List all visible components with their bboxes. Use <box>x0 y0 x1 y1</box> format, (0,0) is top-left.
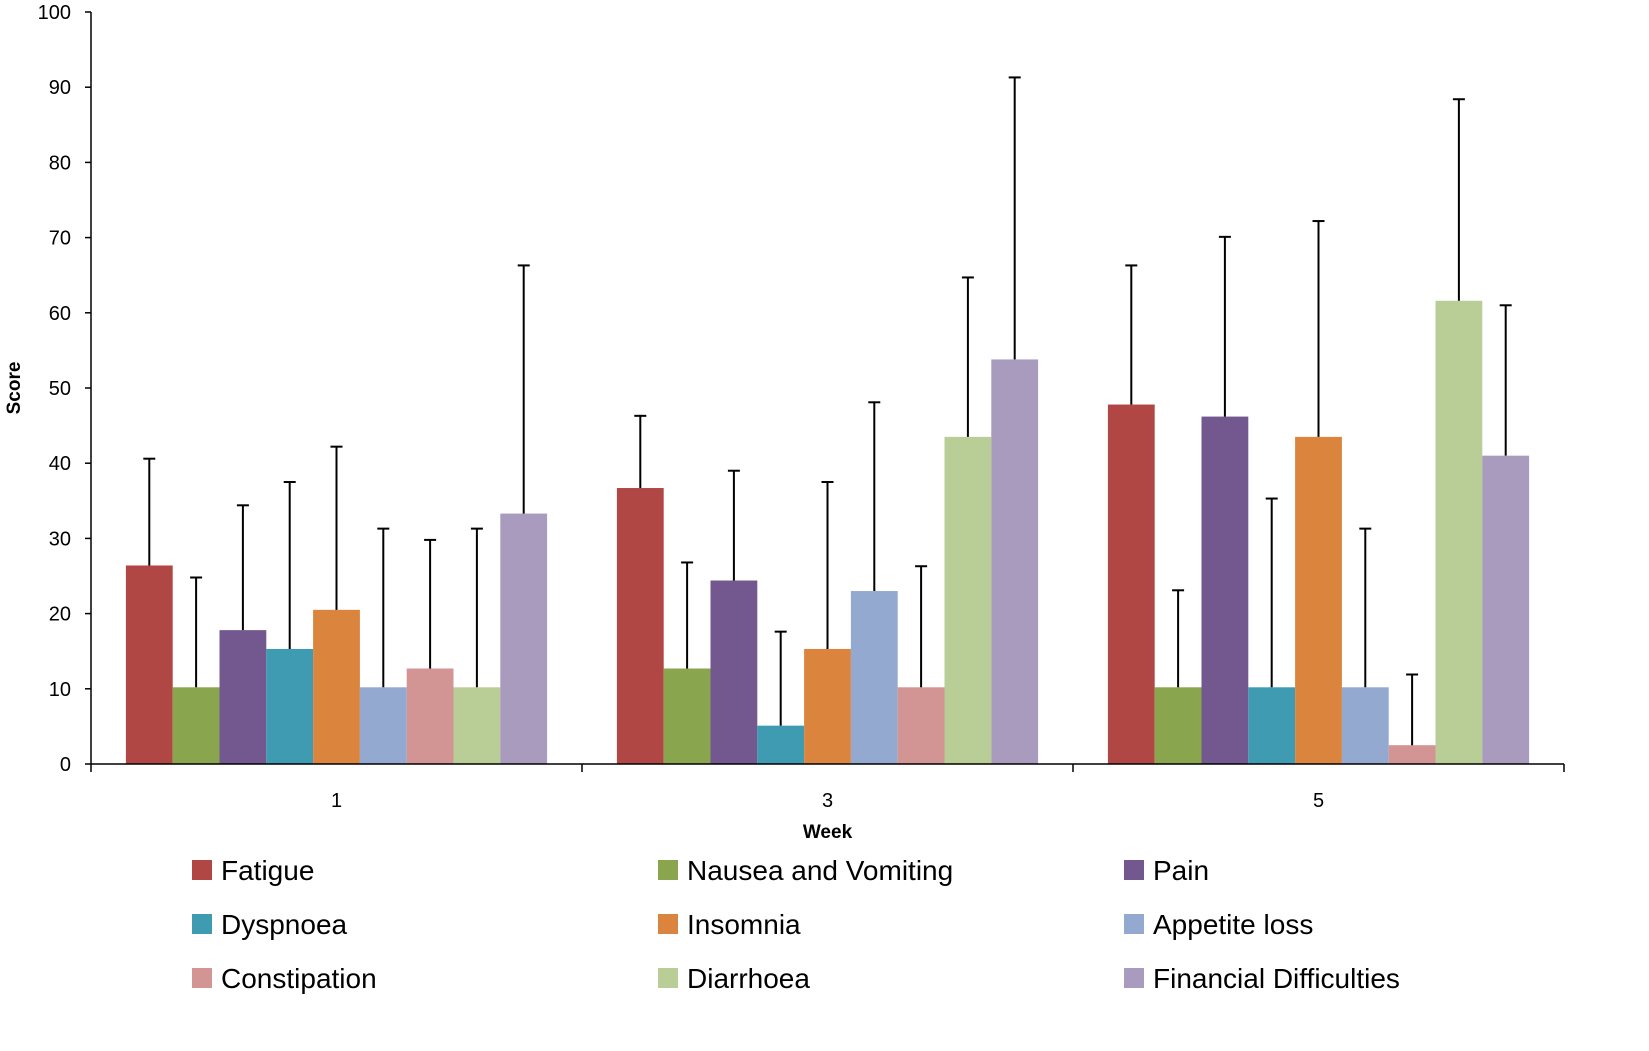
bar <box>1154 687 1202 764</box>
bar <box>219 630 267 764</box>
bar <box>500 513 548 764</box>
x-tick-label: 1 <box>331 790 342 812</box>
bar <box>1201 416 1249 764</box>
legend-swatch <box>658 860 678 880</box>
legend-label: Insomnia <box>687 909 801 940</box>
x-tick-label: 5 <box>1313 790 1324 812</box>
bar <box>663 668 711 764</box>
legend-item: Pain <box>1124 855 1209 886</box>
legend-label: Diarrhoea <box>687 963 810 994</box>
bar <box>453 687 501 764</box>
bar <box>757 725 805 764</box>
legend-label: Financial Difficulties <box>1153 963 1400 994</box>
bar <box>991 359 1039 764</box>
legend-item: Dyspnoea <box>192 909 348 940</box>
legend-swatch <box>658 968 678 988</box>
bar <box>1295 436 1342 764</box>
legend-item: Financial Difficulties <box>1124 963 1400 994</box>
y-tick-label: 20 <box>49 604 71 626</box>
legend-label: Fatigue <box>221 855 314 886</box>
legend-label: Constipation <box>221 963 377 994</box>
legend-label: Nausea and Vomiting <box>687 855 953 886</box>
y-tick-label: 40 <box>49 453 71 475</box>
y-tick-label: 70 <box>49 228 71 250</box>
legend-swatch <box>192 914 212 934</box>
bar <box>125 565 173 764</box>
legend-item: Insomnia <box>658 909 801 940</box>
bar <box>313 609 360 764</box>
x-tick-label: 3 <box>822 790 833 812</box>
x-axis-title: Week <box>803 822 853 843</box>
bar <box>1107 404 1155 764</box>
bar <box>1248 687 1296 764</box>
legend-swatch <box>192 860 212 880</box>
legend-item: Constipation <box>192 963 377 994</box>
y-tick-label: 0 <box>60 754 71 776</box>
y-tick-label: 50 <box>49 378 71 400</box>
error-bars-layer <box>143 76 1512 746</box>
bar <box>1341 687 1389 764</box>
legend-item: Diarrhoea <box>658 963 810 994</box>
y-tick-label: 10 <box>49 679 71 701</box>
legend-swatch <box>1124 968 1144 988</box>
legend-item: Nausea and Vomiting <box>658 855 953 886</box>
legend-item: Fatigue <box>192 855 314 886</box>
y-tick-label: 60 <box>49 303 71 325</box>
y-tick-label: 80 <box>49 152 71 174</box>
bar-chart: 0 10 20 30 40 50 60 70 80 90 100 1 3 5 Score Week Fa… <box>4 2 1565 994</box>
bar <box>850 591 898 764</box>
chart-container: 0 10 20 30 40 50 60 70 80 90 100 1 3 5 Score Week Fa… <box>4 2 1565 994</box>
x-tick-labels: 1 3 5 <box>90 764 1565 812</box>
bar <box>1435 300 1483 764</box>
y-tick-label: 30 <box>49 528 71 550</box>
y-tick-labels: 0 10 20 30 40 50 60 70 80 90 100 <box>38 2 91 776</box>
bar <box>944 436 992 764</box>
legend-swatch <box>1124 914 1144 934</box>
bar <box>266 648 314 764</box>
y-tick-label: 90 <box>49 77 71 99</box>
legend-label: Dyspnoea <box>221 909 348 940</box>
bar <box>897 687 945 764</box>
legend-swatch <box>192 968 212 988</box>
bar <box>710 580 758 764</box>
bar <box>359 687 407 764</box>
bar <box>172 687 220 764</box>
bar <box>1388 745 1436 764</box>
legend-swatch <box>658 914 678 934</box>
y-axis-title: Score <box>4 362 25 415</box>
legend-label: Pain <box>1153 855 1209 886</box>
legend-swatch <box>1124 860 1144 880</box>
bar <box>804 648 851 764</box>
legend: Fatigue Nausea and Vomiting Pain Dyspnoea In… <box>192 855 1400 994</box>
y-tick-label: 100 <box>38 2 71 24</box>
bar <box>406 668 454 764</box>
legend-item: Appetite loss <box>1124 909 1313 940</box>
legend-label: Appetite loss <box>1153 909 1313 940</box>
bar <box>616 488 664 764</box>
bar <box>1482 455 1530 764</box>
bars-layer <box>125 300 1530 764</box>
